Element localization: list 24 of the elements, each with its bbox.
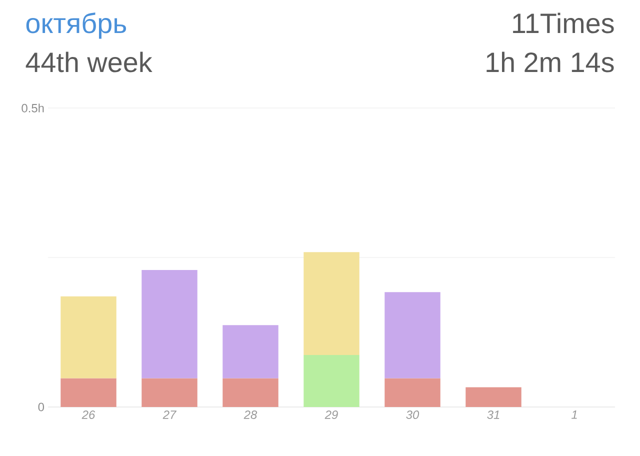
bar: [466, 387, 522, 407]
x-tick-label: 30: [406, 410, 420, 419]
x-tick-label: 31: [487, 410, 500, 419]
y-tick-label: 0.5h: [22, 104, 44, 112]
bar: [60, 378, 116, 407]
bar: [304, 354, 360, 407]
y-tick-label: 0: [38, 402, 44, 412]
bar: [384, 292, 440, 378]
x-tick-label: 26: [82, 410, 96, 419]
x-tick-label: 1: [571, 410, 577, 419]
text: 11Times: [513, 12, 614, 34]
bar: [60, 296, 116, 378]
text: 1h 2m 14s: [486, 52, 614, 72]
x-tick-label: 29: [324, 410, 338, 419]
bar: [304, 252, 360, 355]
x-tick-label: 27: [162, 410, 177, 419]
x-tick-label: 28: [244, 410, 258, 419]
bar: [142, 270, 198, 378]
bar: [222, 378, 278, 407]
bar: [222, 325, 278, 378]
bar: [142, 378, 198, 407]
chart-subtitle: 44th week: [26, 52, 152, 72]
chart-title: октябрь: [26, 12, 126, 39]
bar: [384, 378, 440, 407]
